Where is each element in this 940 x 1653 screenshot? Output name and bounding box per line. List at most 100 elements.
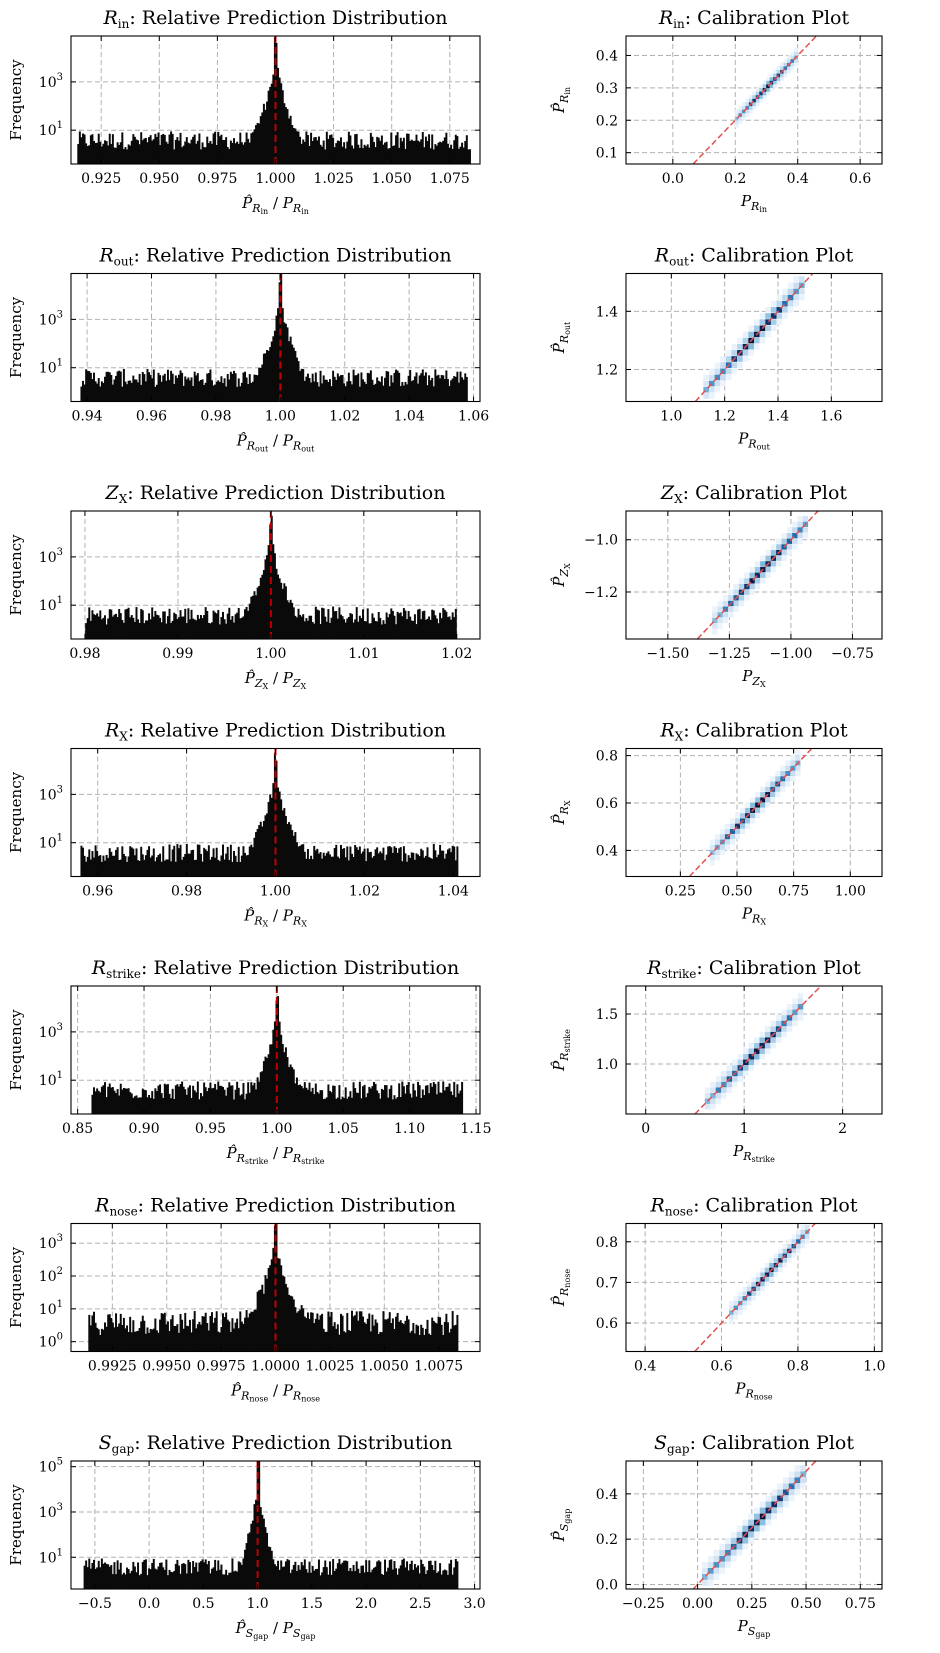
chart-title: ZX: Calibration Plot xyxy=(660,482,848,506)
histogram-bar xyxy=(233,1571,235,1589)
histogram-bar xyxy=(344,1332,347,1352)
histogram-bar xyxy=(434,1560,437,1589)
heatmap-cell xyxy=(714,855,720,861)
histogram-bar xyxy=(347,372,350,402)
histogram-bar xyxy=(368,147,371,164)
histogram-bar xyxy=(248,1313,251,1352)
histogram-bar xyxy=(215,144,218,164)
histogram-bar xyxy=(236,612,239,639)
histogram-bar xyxy=(196,140,199,164)
histogram-bar xyxy=(91,1315,94,1352)
histogram-bar xyxy=(363,381,366,402)
x-axis-label: P̂RX / PRX xyxy=(243,907,307,929)
heatmap-cell xyxy=(786,1026,793,1032)
histogram-bar xyxy=(317,1319,320,1352)
histogram-bar xyxy=(319,852,322,877)
heatmap-cells xyxy=(729,1225,810,1325)
heatmap-cell xyxy=(715,1092,722,1099)
histogram-bar xyxy=(102,143,105,164)
histogram-bar xyxy=(363,848,366,877)
histogram-bar xyxy=(379,140,382,164)
histogram-bar xyxy=(341,374,344,402)
histogram-bar xyxy=(86,618,89,639)
histogram-bar xyxy=(130,1093,133,1114)
heatmap-cell xyxy=(781,1015,787,1021)
histogram-bar xyxy=(387,617,390,639)
x-tick-label: 3.0 xyxy=(463,1596,485,1612)
histogram-bar xyxy=(302,1088,305,1114)
histogram-bar xyxy=(225,1095,228,1114)
heatmap-cell xyxy=(781,1026,787,1032)
x-tick-label: 1.0025 xyxy=(305,1359,354,1375)
histogram-bar xyxy=(428,1560,431,1589)
histogram-bar xyxy=(292,1069,295,1114)
histogram-bar xyxy=(211,380,213,402)
histogram-bar xyxy=(308,1561,311,1589)
heatmap-cell xyxy=(783,73,788,78)
histogram-bar xyxy=(118,144,121,164)
heatmap-cell xyxy=(714,380,721,387)
histogram-bar xyxy=(110,851,113,877)
histogram-bar xyxy=(162,1097,165,1114)
histogram-bar xyxy=(250,1311,253,1352)
histogram-bar xyxy=(454,376,457,402)
histogram-bar xyxy=(250,133,253,164)
histogram-bar xyxy=(272,1247,275,1352)
histogram-bar xyxy=(278,791,281,877)
histogram-bar xyxy=(171,620,174,639)
histogram-bar xyxy=(182,1563,185,1589)
histogram-bar xyxy=(371,1086,374,1114)
heatmap-cell xyxy=(754,1531,760,1538)
histogram-bar xyxy=(138,860,141,877)
histogram-bar xyxy=(288,1560,291,1589)
heatmap-cell xyxy=(750,813,756,819)
histogram-bar xyxy=(310,132,313,164)
chart-title: RX: Calibration Plot xyxy=(659,720,848,744)
histogram-bar xyxy=(412,620,415,639)
histogram-bar xyxy=(391,1099,394,1114)
histogram-bar xyxy=(435,1094,438,1114)
heatmap-cell xyxy=(710,1098,716,1104)
histogram-bar xyxy=(450,1328,453,1352)
histogram-bar xyxy=(192,1085,195,1114)
heatmap-cell xyxy=(778,1248,783,1254)
heatmap-cell xyxy=(735,834,741,840)
histogram-bars xyxy=(80,752,459,877)
histogram-bar xyxy=(130,1570,133,1589)
histogram-bar xyxy=(376,377,379,402)
histogram-bar xyxy=(273,330,276,402)
y-tick-label: 101 xyxy=(39,595,63,614)
histogram-bar xyxy=(291,344,294,402)
histogram-bar xyxy=(343,142,346,164)
histogram-bar xyxy=(155,136,158,164)
histogram-bar xyxy=(295,1571,298,1589)
histogram-bar xyxy=(188,619,191,639)
histogram-bar xyxy=(380,624,383,639)
heatmap-cell xyxy=(732,1059,738,1066)
histogram-bar xyxy=(442,375,445,402)
histogram-bar xyxy=(384,1085,387,1114)
histogram-bar xyxy=(465,376,468,402)
histogram-bar xyxy=(390,132,393,164)
histogram-bar xyxy=(352,369,355,402)
histogram-bar xyxy=(113,1327,116,1352)
histogram-bar xyxy=(371,857,374,877)
histogram-bar xyxy=(195,620,198,639)
heatmap-cell xyxy=(766,76,771,81)
histogram-bar xyxy=(415,624,418,639)
histogram-bar xyxy=(454,1097,457,1114)
histogram-bar xyxy=(413,140,416,164)
heatmap-cell xyxy=(770,1026,776,1032)
histogram-bar xyxy=(144,1090,147,1114)
heatmap-cell xyxy=(728,589,734,595)
heatmap-cell xyxy=(740,813,746,819)
x-tick-label: 1.2 xyxy=(714,409,736,425)
histogram-bar xyxy=(110,374,113,402)
histogram-bar xyxy=(281,1275,284,1352)
histogram-bar xyxy=(100,381,103,402)
histogram-bar xyxy=(374,1319,377,1352)
histogram-bar xyxy=(220,1085,223,1114)
histogram-bar xyxy=(420,139,423,164)
heatmap-cell xyxy=(797,515,803,522)
histogram-bar xyxy=(377,1093,380,1114)
